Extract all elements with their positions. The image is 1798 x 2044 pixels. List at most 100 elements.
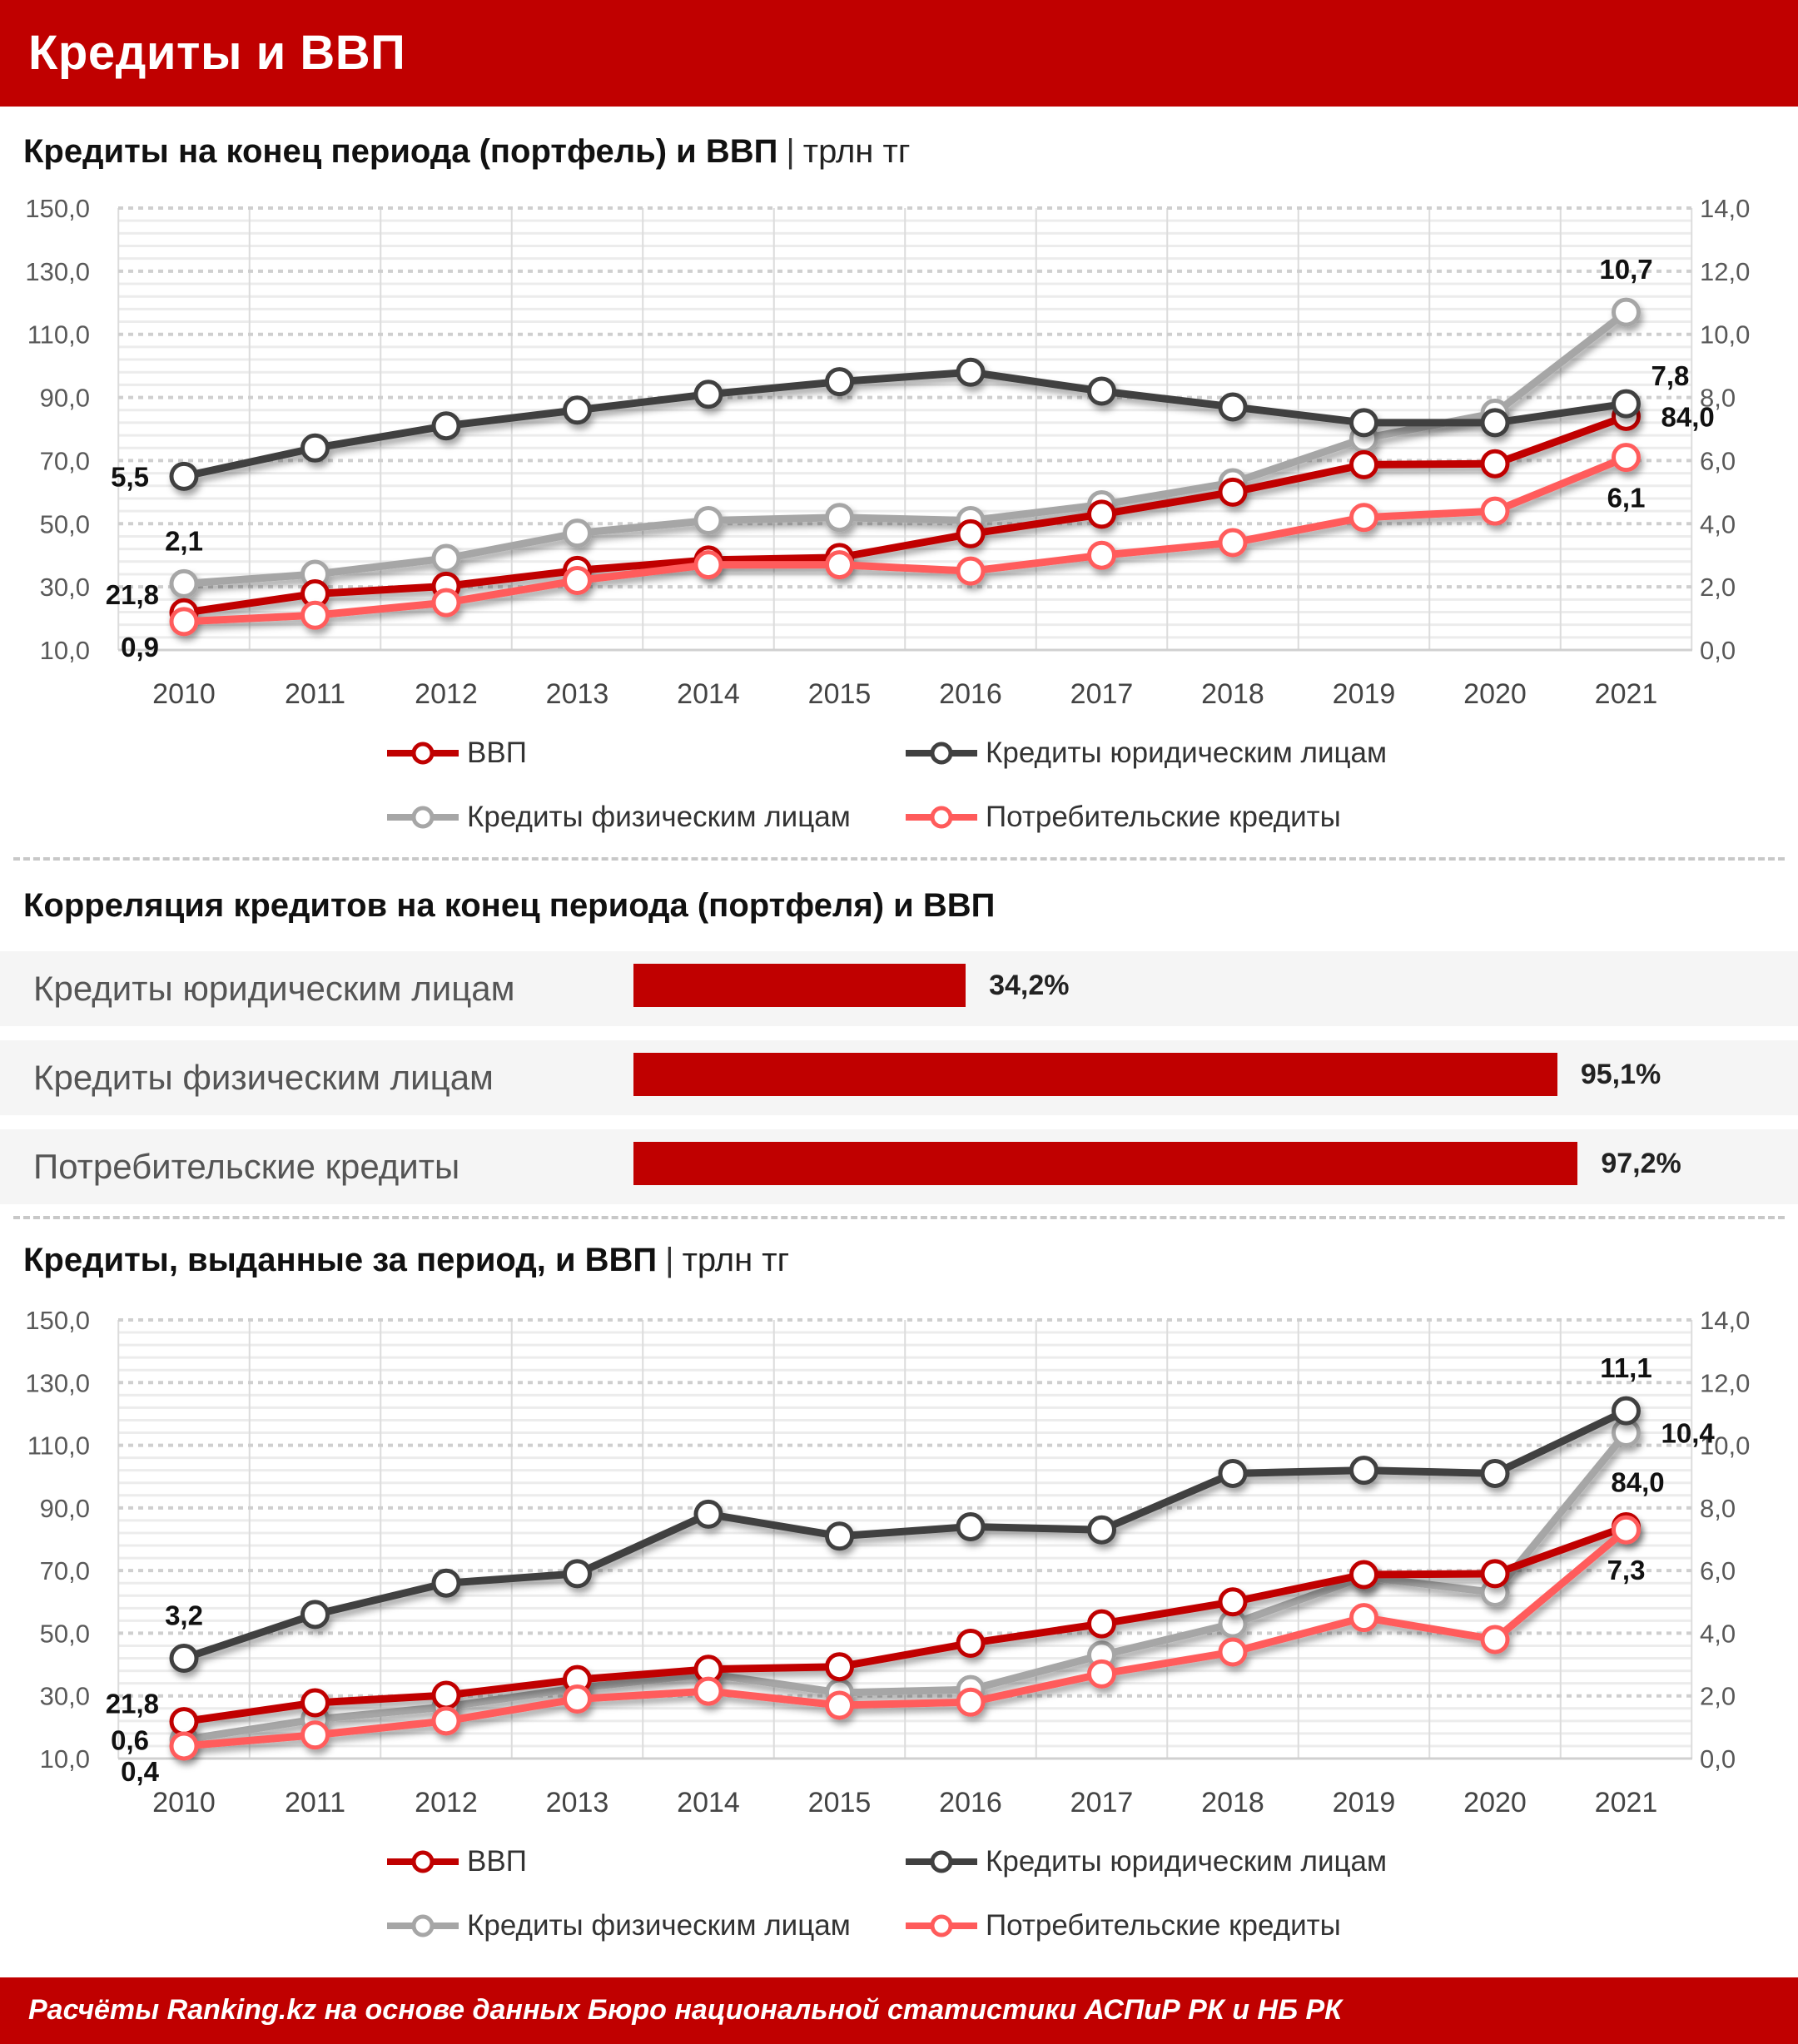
x-tick-label: 2017 <box>1070 1787 1134 1818</box>
legend-label: Кредиты юридическим лицам <box>986 1845 1388 1878</box>
y-right-tick-label: 12,0 <box>1700 1368 1750 1397</box>
data-point-legal <box>169 461 199 491</box>
section2-title-text: Корреляция кредитов на конец периода (по… <box>23 887 996 924</box>
data-label: 0,4 <box>121 1756 160 1787</box>
series-line-physical <box>183 1430 1629 1744</box>
header-bar: Кредиты и ВВП <box>0 0 1798 107</box>
correlation-bar <box>633 1142 1578 1185</box>
bar-value-label: 34,2% <box>989 970 1070 1001</box>
data-point-physical <box>825 503 854 533</box>
data-point-consumer <box>1612 443 1641 473</box>
row-label: Кредиты юридическим лицам <box>33 969 515 1008</box>
section3-unit: трлн тг <box>682 1242 790 1278</box>
data-label: 21,8 <box>106 579 159 610</box>
data-label: 84,0 <box>1661 401 1715 432</box>
x-tick-label: 2011 <box>285 1787 345 1818</box>
y-left-tick-label: 110,0 <box>27 320 90 350</box>
y-left-tick-label: 150,0 <box>25 1306 90 1335</box>
data-point-consumer <box>956 1687 986 1717</box>
data-point-consumer <box>169 1731 199 1761</box>
data-label: 11,1 <box>1600 1352 1651 1383</box>
data-point-gdp <box>1349 1560 1378 1590</box>
data-point-consumer <box>825 550 854 580</box>
legend-marker-legal-icon <box>906 1850 977 1873</box>
data-point-gdp <box>1480 449 1510 479</box>
data-point-gdp <box>431 1680 461 1710</box>
y-left-tick-label: 90,0 <box>40 1494 90 1523</box>
data-point-legal <box>1612 1396 1641 1426</box>
section-divider <box>13 857 1785 861</box>
data-point-consumer <box>431 588 461 618</box>
y-left-tick-label: 110,0 <box>27 1431 90 1461</box>
legend-marker-gdp-icon <box>387 1850 459 1873</box>
data-point-gdp <box>825 1652 854 1682</box>
series-line-gdp <box>183 413 1628 617</box>
data-label: 6,1 <box>1607 483 1646 513</box>
x-tick-label: 2017 <box>1070 678 1134 710</box>
source-note: Расчёты Ranking.kz на основе данных Бюро… <box>28 1994 1343 2026</box>
data-point-legal <box>431 411 461 441</box>
correlation-row: Потребительские кредиты 97,2% <box>0 1129 1798 1204</box>
data-label: 7,3 <box>1607 1555 1646 1585</box>
y-right-tick-label: 14,0 <box>1700 194 1750 223</box>
section1-unit: трлн тг <box>802 133 911 170</box>
bar-value-label: 95,1% <box>1580 1059 1661 1090</box>
data-point-legal <box>431 1568 461 1598</box>
x-tick-label: 2019 <box>1333 1787 1396 1818</box>
y-right-tick-label: 12,0 <box>1700 257 1750 286</box>
data-point-gdp <box>1349 449 1378 479</box>
data-point-consumer <box>693 550 723 580</box>
data-point-gdp <box>1480 1559 1510 1589</box>
data-point-consumer <box>431 1706 461 1736</box>
section-divider <box>13 1216 1785 1219</box>
x-tick-label: 2018 <box>1201 1787 1264 1818</box>
section3-title-text: Кредиты, выданные за период, и ВВП <box>23 1242 658 1278</box>
data-point-physical <box>693 505 723 535</box>
data-label: 21,8 <box>106 1689 159 1719</box>
y-right-tick-label: 8,0 <box>1700 1494 1736 1523</box>
data-point-legal <box>956 1511 986 1541</box>
section3-title: Кредиты, выданные за период, и ВВП | трлн … <box>23 1242 789 1279</box>
correlation-row: Кредиты юридическим лицам 34,2% <box>0 951 1798 1026</box>
section1-title: Кредиты на конец периода (портфель) и ВВ… <box>23 133 910 171</box>
x-tick-label: 2015 <box>808 678 872 710</box>
data-point-consumer <box>825 1690 854 1720</box>
data-point-physical <box>1612 297 1641 327</box>
data-label: 7,8 <box>1651 360 1690 391</box>
footer-bar: Расчёты Ranking.kz на основе данных Бюро… <box>0 1977 1798 2044</box>
legend-item-physical: Кредиты физическим лицам <box>387 1905 851 1947</box>
y-right-tick-label: 6,0 <box>1700 446 1736 475</box>
legend-label: ВВП <box>467 1845 527 1878</box>
data-point-consumer <box>1218 528 1248 558</box>
y-right-tick-label: 10,0 <box>1700 320 1750 350</box>
data-point-legal <box>1612 389 1641 419</box>
data-point-consumer <box>1349 503 1378 533</box>
data-point-physical <box>169 568 199 598</box>
y-left-tick-label: 90,0 <box>40 384 90 413</box>
data-point-consumer <box>1349 1603 1378 1633</box>
y-right-tick-label: 2,0 <box>1700 573 1736 602</box>
y-right-tick-label: 0,0 <box>1700 636 1736 665</box>
y-left-tick-label: 130,0 <box>25 257 90 286</box>
series-gdp <box>169 1511 1641 1737</box>
data-label: 0,9 <box>121 632 159 662</box>
series-line-consumer <box>183 454 1628 626</box>
data-point-legal <box>1087 1515 1116 1545</box>
legend-label: Кредиты физическим лицам <box>467 801 851 833</box>
legend-marker-legal-icon <box>906 742 977 765</box>
y-right-tick-label: 6,0 <box>1700 1556 1736 1585</box>
legend-item-gdp: ВВП <box>387 1841 527 1883</box>
y-left-tick-label: 50,0 <box>40 1619 90 1648</box>
data-label: 84,0 <box>1611 1466 1664 1497</box>
x-tick-label: 2021 <box>1595 678 1658 710</box>
x-tick-label: 2014 <box>677 1787 740 1818</box>
row-label: Кредиты физическим лицам <box>33 1058 494 1097</box>
data-point-physical <box>563 518 592 548</box>
chart2-legend: ВВП Кредиты юридическим лицам Кредиты фи… <box>0 1841 1798 1974</box>
legend-item-gdp: ВВП <box>387 732 527 774</box>
y-right-tick-label: 4,0 <box>1700 509 1736 538</box>
section1-title-text: Кредиты на конец периода (портфель) и ВВ… <box>23 133 778 170</box>
data-point-legal <box>1218 392 1248 422</box>
y-right-tick-label: 0,0 <box>1700 1744 1736 1774</box>
series-line-physical <box>183 309 1629 588</box>
